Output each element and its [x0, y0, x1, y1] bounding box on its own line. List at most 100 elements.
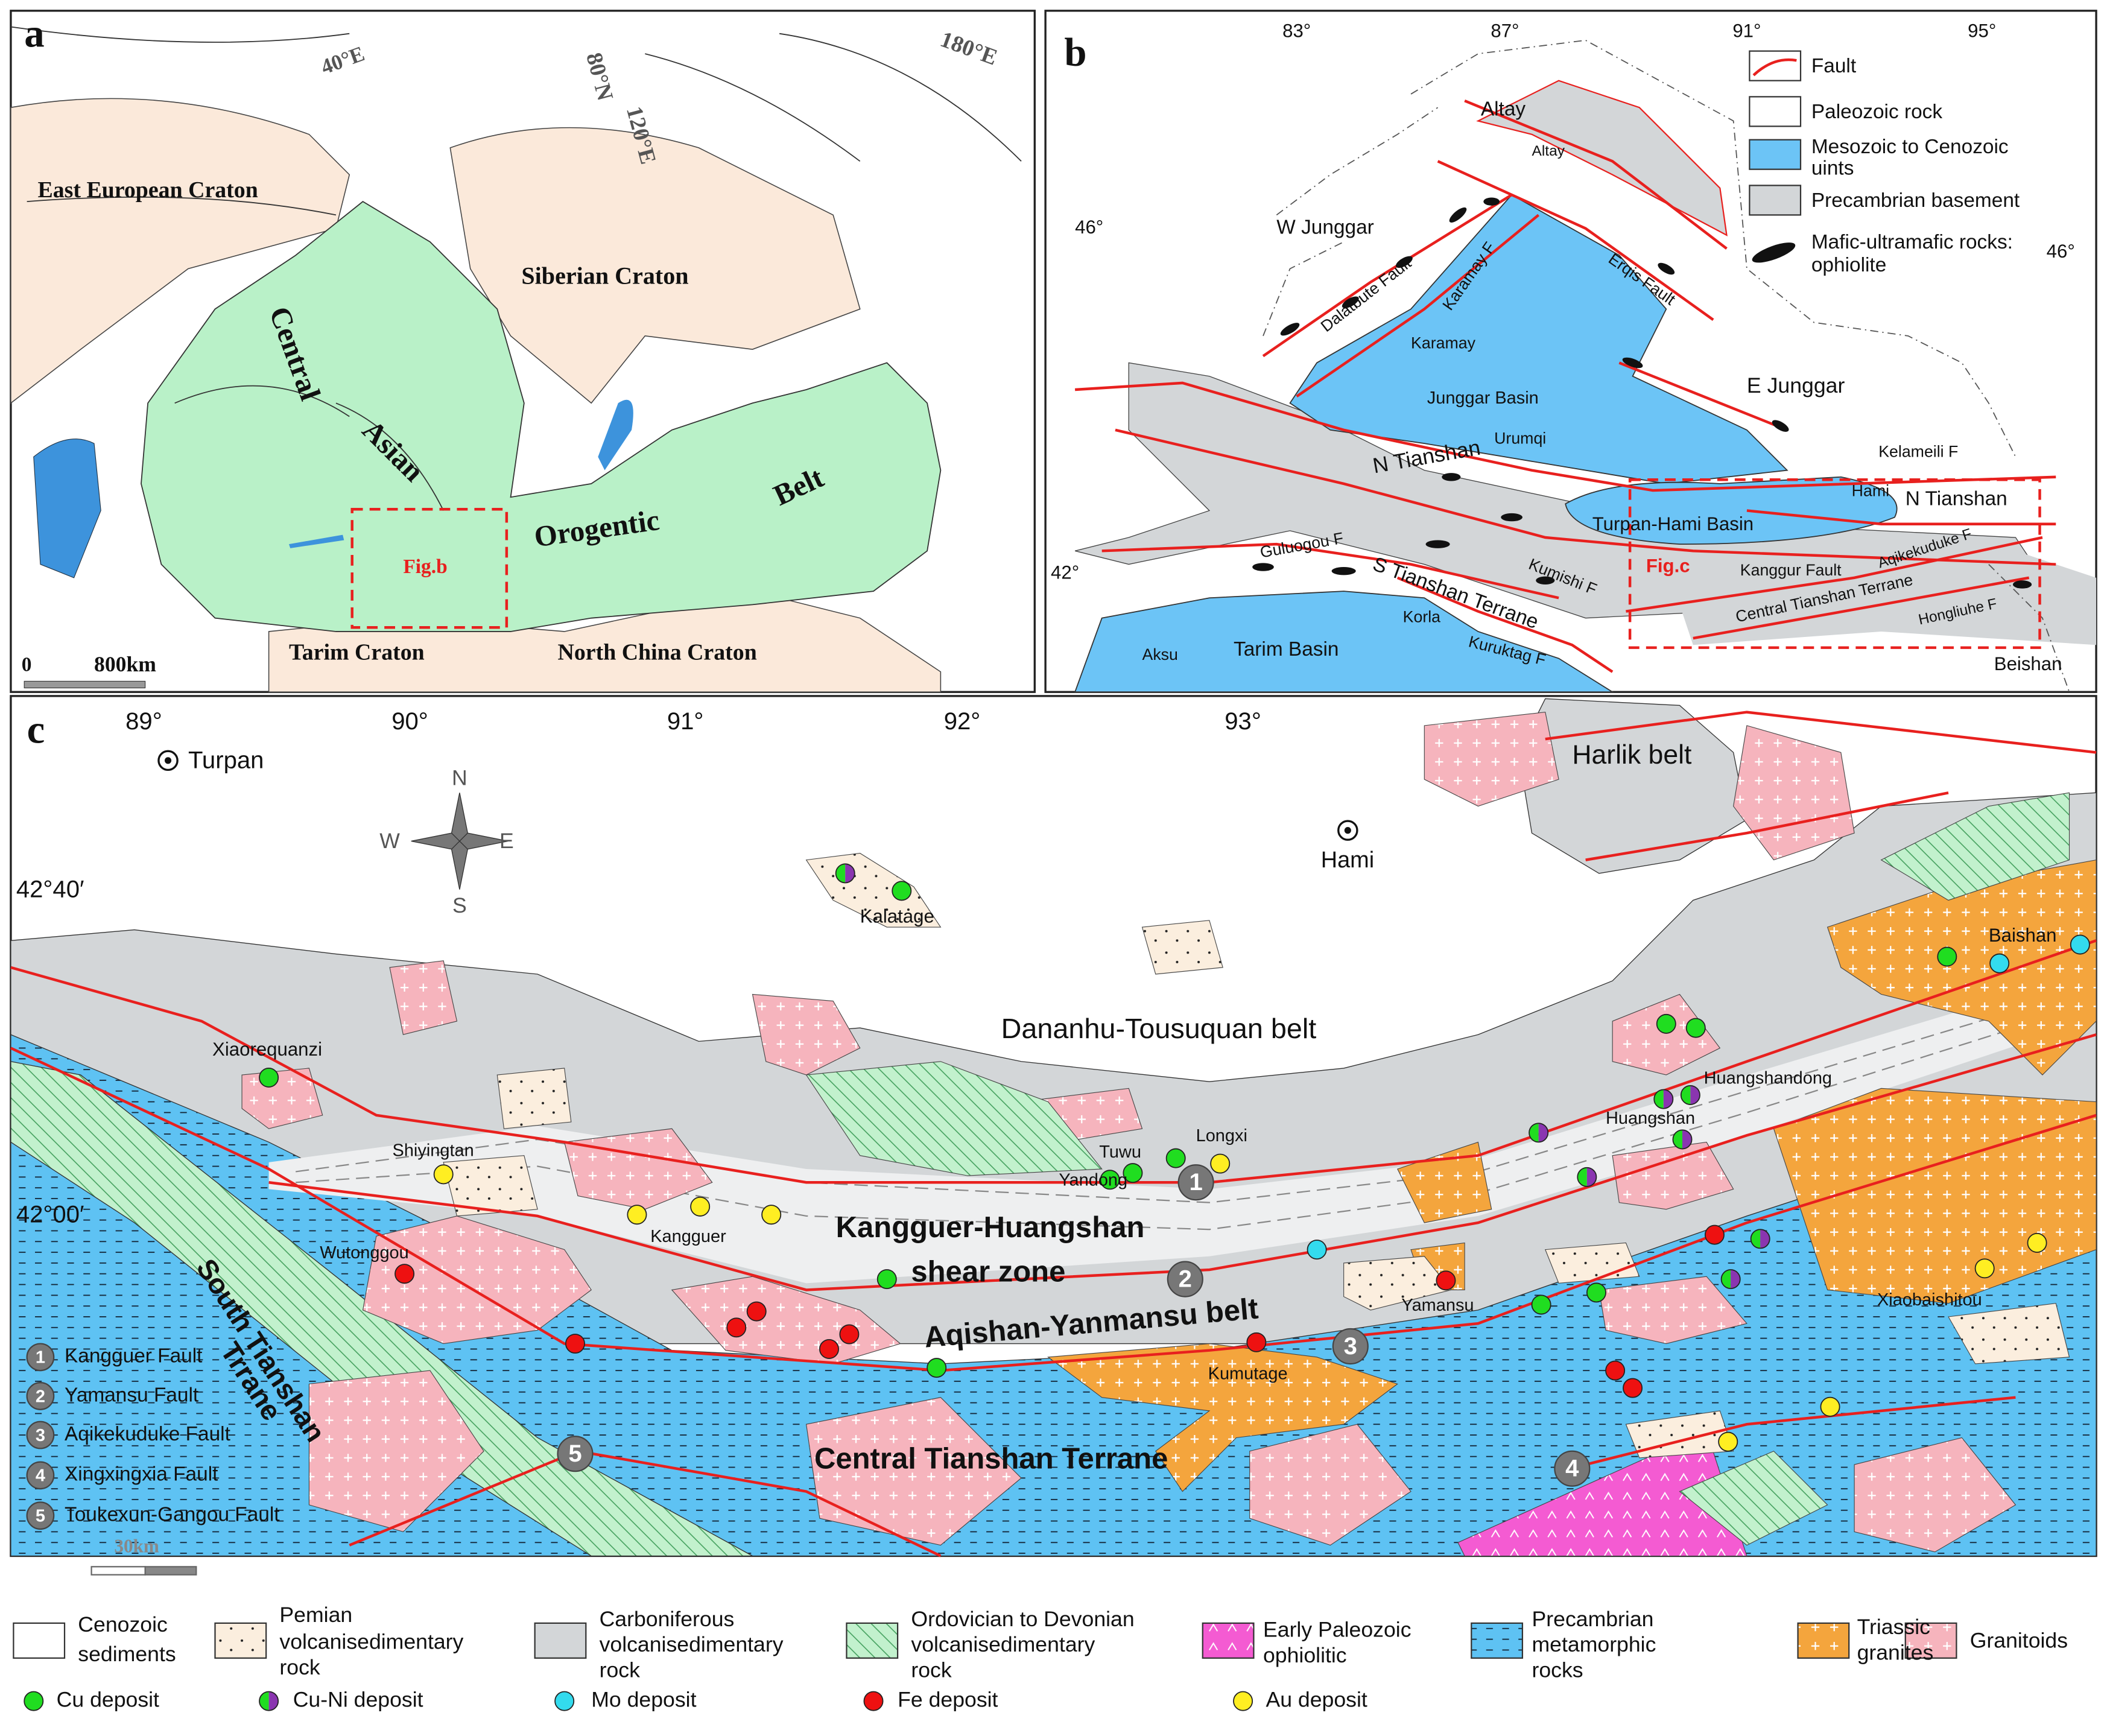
graticule-line	[10, 26, 1022, 511]
outline	[1653, 1089, 1674, 1109]
deposit-au	[1233, 1691, 1253, 1711]
deposit-fe	[1246, 1332, 1267, 1352]
label: Kumutage	[1208, 1364, 1288, 1383]
half	[268, 1691, 279, 1711]
label: Kanggur Fault	[1740, 561, 1842, 579]
label: rock	[911, 1658, 951, 1682]
label: shear zone	[911, 1256, 1065, 1288]
label: Precambrian	[1532, 1607, 1654, 1631]
label: a	[24, 11, 44, 56]
half	[1751, 1229, 1761, 1249]
deposit-fe	[819, 1338, 839, 1359]
label: 46°	[1075, 217, 1103, 238]
label: sediments	[78, 1642, 176, 1666]
label: rock	[279, 1655, 320, 1679]
label: Tarim Basin	[1234, 638, 1339, 661]
label: Fig.c	[1646, 555, 1690, 576]
deposit-fe	[565, 1334, 585, 1354]
deposits	[24, 863, 2090, 1711]
label: Yandong	[1059, 1171, 1127, 1190]
label: Urumqi	[1494, 429, 1546, 447]
label: Aksu	[1142, 645, 1178, 664]
lake	[33, 439, 101, 578]
deposit-cu	[1100, 1170, 1120, 1190]
label: East European Craton	[37, 177, 258, 203]
label: 91°	[667, 708, 704, 735]
label: Carboniferous	[600, 1607, 735, 1631]
label: 90°	[391, 708, 428, 735]
label: Huangshandong	[1704, 1068, 1832, 1088]
label: 42°	[1051, 562, 1079, 583]
label: Au deposit	[1266, 1688, 1367, 1712]
deposit-cu-ni	[1680, 1085, 1700, 1105]
deposit-fe	[1605, 1360, 1626, 1381]
scale-bar	[90, 1566, 146, 1576]
label: Fe deposit	[898, 1688, 998, 1712]
label: 42°00′	[16, 1202, 84, 1228]
outline	[835, 863, 855, 884]
deposit-cu-ni	[1577, 1167, 1597, 1187]
panel-b	[1044, 10, 2097, 693]
label: Tuwu	[1099, 1142, 1141, 1162]
deposit-au	[2027, 1233, 2047, 1253]
deposit-cu-ni	[259, 1691, 279, 1711]
deposit-cu	[1531, 1294, 1551, 1315]
label: Toukexun-Gangou Fault	[65, 1504, 280, 1526]
fault-number: 2	[36, 1387, 45, 1406]
deposit-fe	[746, 1301, 767, 1322]
label: 95°	[1968, 21, 1996, 42]
label: Xingxingxia Fault	[65, 1463, 218, 1486]
deposit-cu-ni	[1720, 1269, 1741, 1290]
label: Wutonggou	[320, 1243, 409, 1262]
half	[1586, 1167, 1597, 1186]
fault-number: 5	[568, 1440, 581, 1467]
label: Turpan-Hami Basin	[1592, 513, 1754, 534]
precambrian	[1666, 551, 2097, 645]
label: Paleozoic rock	[1811, 101, 1943, 123]
half	[1690, 1085, 1700, 1105]
label: Kelameili F	[1878, 443, 1958, 461]
label: Tarim Craton	[289, 640, 425, 665]
label: 87°	[1491, 21, 1519, 42]
deposit-fe	[726, 1317, 747, 1338]
basin	[1074, 591, 1615, 693]
half	[1731, 1270, 1740, 1289]
half	[835, 864, 846, 883]
half	[1760, 1229, 1770, 1249]
label: 30km	[114, 1535, 159, 1556]
label: Ordovician to Devonian	[911, 1607, 1134, 1631]
label: volcanisedimentary	[911, 1632, 1095, 1656]
half	[1721, 1270, 1731, 1289]
half	[1529, 1123, 1539, 1142]
outline	[1750, 1229, 1770, 1249]
fault-marker	[26, 1343, 55, 1372]
deposit-mo	[2070, 934, 2090, 955]
label: Mesozoic to Cenozoic	[1811, 136, 2009, 158]
deposit-fe	[1436, 1270, 1456, 1291]
inset-box	[1628, 478, 2041, 649]
fault-marker	[1332, 1328, 1369, 1365]
deposit-cu-ni	[1750, 1229, 1770, 1249]
label: Aqikekuduke Fault	[65, 1423, 231, 1445]
panel-a	[10, 10, 1036, 693]
outline	[1680, 1085, 1700, 1105]
deposit-mo	[1307, 1240, 1327, 1260]
label: 91°	[1732, 21, 1761, 42]
half	[1673, 1130, 1682, 1149]
triassic	[1773, 1088, 2097, 1304]
ophiolites	[1252, 197, 2032, 589]
outline	[1672, 1129, 1693, 1150]
fault-number: 2	[1179, 1266, 1192, 1292]
label: ophiolitic	[1263, 1643, 1347, 1667]
fault	[10, 711, 2097, 1557]
basin	[1289, 194, 1789, 484]
label: rock	[600, 1658, 640, 1682]
fault-number: 3	[36, 1426, 45, 1445]
half	[1663, 1089, 1673, 1109]
label: N	[452, 765, 467, 790]
label: Mafic-ultramafic rocks:	[1811, 231, 2013, 253]
deposit-fe	[1623, 1378, 1643, 1398]
